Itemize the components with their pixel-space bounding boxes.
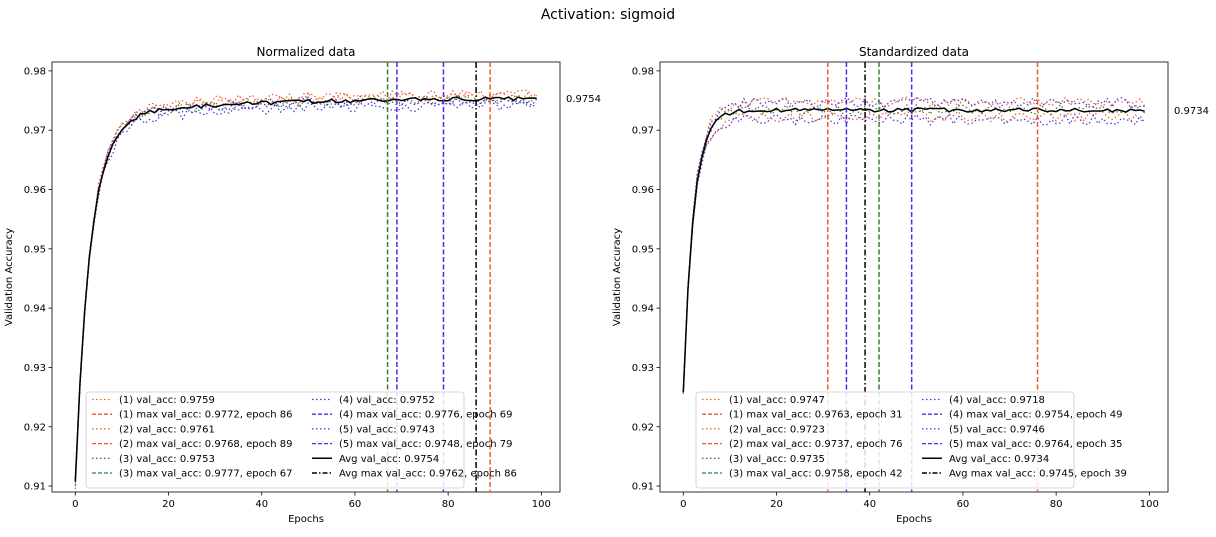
x-tick-label: 80	[1050, 499, 1063, 510]
x-tick-label: 0	[680, 499, 686, 510]
legend-label: (1) max val_acc: 0.9763, epoch 31	[729, 410, 903, 421]
legend-label: (2) val_acc: 0.9723	[729, 424, 825, 435]
x-tick-label: 80	[442, 499, 455, 510]
series-line-series4	[74, 95, 538, 479]
end-value-annotation: 0.9734	[1174, 106, 1209, 117]
x-axis-label: Epochs	[896, 514, 932, 525]
series-line-avg	[74, 96, 537, 482]
y-tick-label: 0.98	[632, 66, 654, 77]
plot-area	[74, 62, 538, 492]
x-tick-label: 60	[349, 499, 362, 510]
legend-label: Avg max val_acc: 0.9762, epoch 86	[339, 469, 517, 480]
y-tick-label: 0.96	[632, 185, 654, 196]
legend-label: (5) val_acc: 0.9743	[339, 424, 435, 435]
legend-label: (2) val_acc: 0.9761	[119, 424, 215, 435]
legend-label: (4) val_acc: 0.9752	[339, 395, 435, 406]
legend-label: (5) max val_acc: 0.9764, epoch 35	[949, 439, 1123, 450]
y-tick-label: 0.95	[24, 244, 46, 255]
y-tick-label: 0.93	[632, 363, 654, 374]
legend-label: (3) max val_acc: 0.9758, epoch 42	[729, 469, 903, 480]
figure-suptitle: Activation: sigmoid	[541, 7, 675, 23]
series-line-series2	[682, 110, 1145, 391]
axes-title: Standardized data	[859, 45, 969, 59]
legend-label: (1) val_acc: 0.9747	[729, 395, 825, 406]
y-tick-label: 0.95	[632, 244, 654, 255]
series-line-series2	[74, 89, 537, 484]
end-value-annotation: 0.9754	[566, 94, 601, 105]
series-line-series3	[74, 93, 537, 487]
legend-label: (3) val_acc: 0.9753	[119, 454, 215, 465]
x-tick-label: 60	[957, 499, 970, 510]
y-tick-label: 0.92	[632, 422, 654, 433]
legend-label: (4) max val_acc: 0.9776, epoch 69	[339, 410, 513, 421]
series-line-series5	[74, 99, 538, 482]
x-tick-label: 100	[1140, 499, 1159, 510]
y-tick-label: 0.97	[632, 126, 654, 137]
y-tick-label: 0.91	[24, 482, 46, 493]
legend-label: (2) max val_acc: 0.9768, epoch 89	[119, 439, 293, 450]
legend-label: (1) val_acc: 0.9759	[119, 395, 215, 406]
legend-label: (5) val_acc: 0.9746	[949, 424, 1045, 435]
legend-label: (4) max val_acc: 0.9754, epoch 49	[949, 410, 1123, 421]
series-line-series4	[682, 113, 1146, 389]
y-tick-label: 0.97	[24, 126, 46, 137]
legend-label: (4) val_acc: 0.9718	[949, 395, 1045, 406]
series-line-series3	[682, 103, 1146, 393]
axes-frame	[51, 61, 561, 493]
series-line-series5	[682, 96, 1145, 392]
plot-area	[682, 62, 1146, 492]
y-tick-label: 0.98	[24, 66, 46, 77]
legend-box	[695, 391, 1075, 489]
y-axis-label: Validation Accuracy	[4, 228, 15, 326]
y-tick-label: 0.96	[24, 185, 46, 196]
axes-frame	[659, 61, 1169, 493]
y-tick-label: 0.91	[632, 482, 654, 493]
legend-label: Avg val_acc: 0.9734	[949, 454, 1049, 465]
legend-label: (3) max val_acc: 0.9777, epoch 67	[119, 469, 293, 480]
axes-title: Normalized data	[257, 45, 356, 59]
legend-label: (5) max val_acc: 0.9748, epoch 79	[339, 439, 513, 450]
y-tick-label: 0.93	[24, 363, 46, 374]
legend-label: Avg max val_acc: 0.9745, epoch 39	[949, 469, 1127, 480]
legend-label: (1) max val_acc: 0.9772, epoch 86	[119, 410, 293, 421]
legend-label: (2) max val_acc: 0.9737, epoch 76	[729, 439, 903, 450]
x-tick-label: 100	[532, 499, 551, 510]
y-tick-label: 0.92	[24, 422, 46, 433]
x-tick-label: 40	[863, 499, 876, 510]
x-axis-label: Epochs	[288, 514, 324, 525]
y-axis-label: Validation Accuracy	[612, 228, 623, 326]
x-tick-label: 40	[255, 499, 268, 510]
legend-box	[85, 391, 465, 489]
y-tick-label: 0.94	[24, 304, 46, 315]
legend-label: Avg val_acc: 0.9754	[339, 454, 439, 465]
series-line-avg	[682, 107, 1145, 393]
x-tick-label: 20	[770, 499, 783, 510]
x-tick-label: 0	[72, 499, 78, 510]
y-tick-label: 0.94	[632, 304, 654, 315]
series-line-series1	[682, 96, 1146, 395]
panel-normalized: 0.91 0.92 0.93 0.94 0.95 0.96 0.97 0.98 0 20 40 60 8…	[4, 45, 601, 525]
legend-label: (3) val_acc: 0.9735	[729, 454, 825, 465]
x-tick-label: 20	[162, 499, 175, 510]
panel-standardized: 0.91 0.92 0.93 0.94 0.95 0.96 0.97 0.98 0 20 40 60 8…	[612, 45, 1209, 525]
